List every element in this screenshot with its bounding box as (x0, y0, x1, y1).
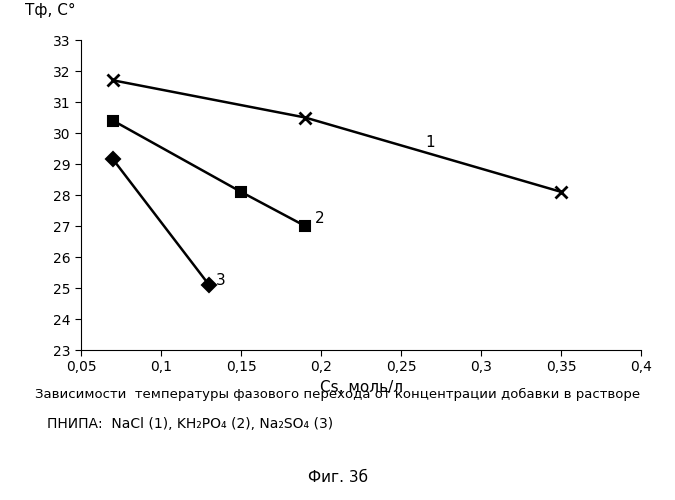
Text: Tф, C°: Tф, C° (25, 4, 76, 18)
Text: 1: 1 (425, 135, 435, 150)
Text: 3: 3 (215, 273, 225, 288)
Text: 2: 2 (315, 211, 324, 226)
Text: Зависимости  температуры фазового перехода от концентрации добавки в растворе: Зависимости температуры фазового переход… (35, 388, 640, 400)
Text: Фиг. 3б: Фиг. 3б (308, 470, 367, 485)
Text: ПНИПА:  NaCl (1), KH₂PO₄ (2), Na₂SO₄ (3): ПНИПА: NaCl (1), KH₂PO₄ (2), Na₂SO₄ (3) (47, 418, 333, 432)
X-axis label: Cs, моль/л: Cs, моль/л (319, 380, 403, 395)
